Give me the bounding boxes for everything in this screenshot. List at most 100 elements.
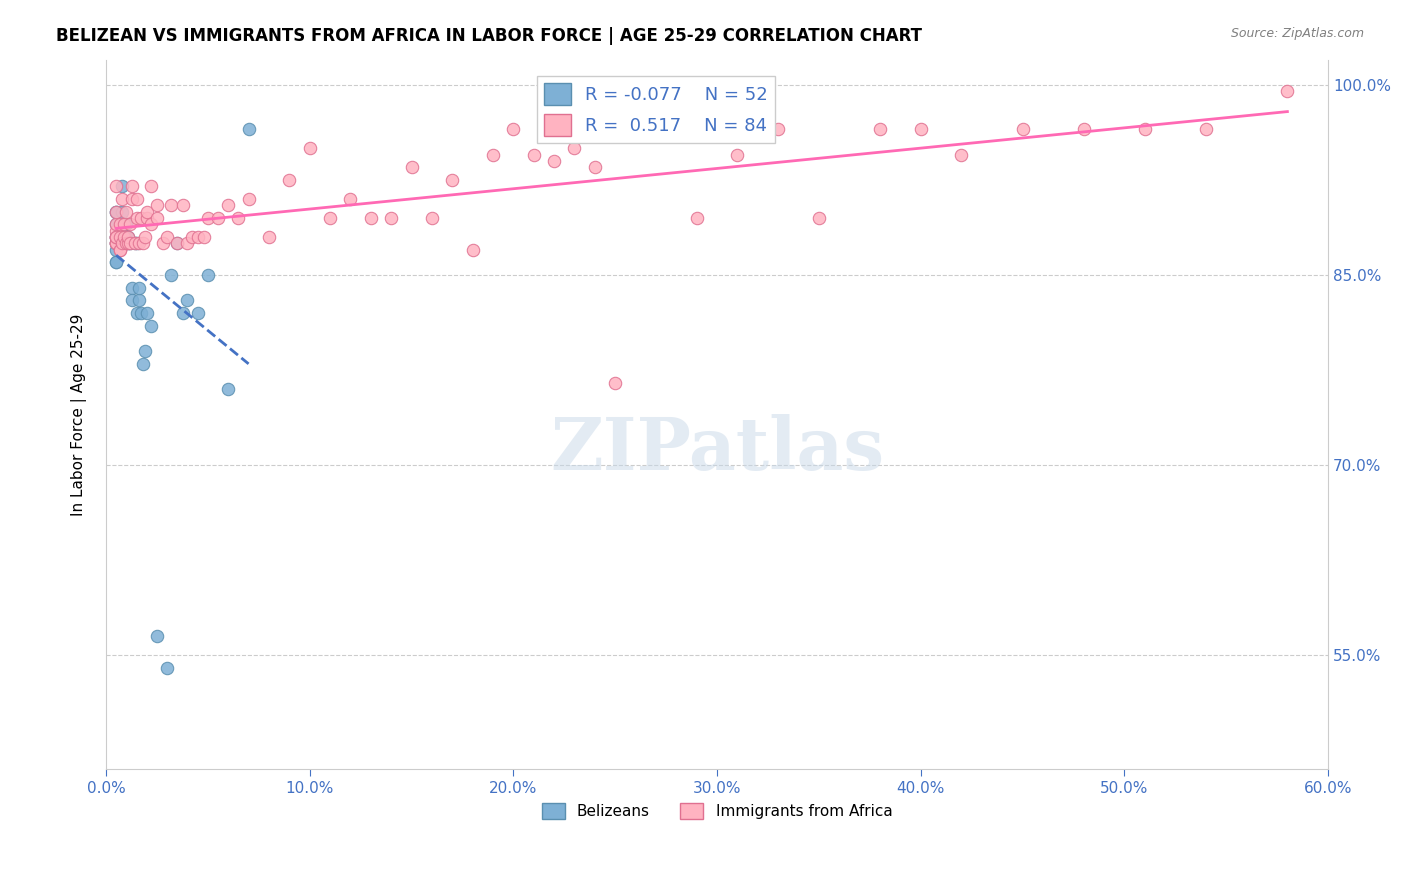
Point — [110, 230, 132, 244]
Point — [105, 236, 128, 251]
Point — [120, 218, 142, 232]
Y-axis label: In Labor Force | Age 25-29: In Labor Force | Age 25-29 — [72, 313, 87, 516]
Point — [105, 179, 128, 194]
Point — [125, 236, 148, 251]
Point — [110, 218, 132, 232]
Point — [139, 179, 162, 194]
Point — [112, 230, 135, 244]
Point — [461, 243, 484, 257]
Point — [105, 230, 128, 244]
Point — [111, 192, 134, 206]
Text: ZIPatlas: ZIPatlas — [550, 415, 884, 485]
Point — [105, 204, 128, 219]
Point — [115, 236, 138, 251]
Point — [110, 230, 132, 244]
Point — [1073, 122, 1095, 136]
Point — [110, 243, 132, 257]
Point — [197, 268, 219, 282]
Point — [117, 236, 139, 251]
Point — [1277, 84, 1299, 98]
Point — [120, 236, 142, 251]
Point — [139, 218, 162, 232]
Point — [725, 147, 748, 161]
Point — [110, 236, 132, 251]
Point — [482, 147, 505, 161]
Point — [110, 236, 132, 251]
Point — [105, 255, 128, 269]
Point — [564, 141, 586, 155]
Point — [502, 122, 524, 136]
Point — [217, 198, 239, 212]
Point — [112, 236, 135, 251]
Point — [115, 218, 138, 232]
Point — [298, 141, 321, 155]
Point — [160, 268, 183, 282]
Point — [112, 218, 135, 232]
Point — [187, 230, 209, 244]
Point — [1011, 122, 1033, 136]
Point — [120, 236, 142, 251]
Point — [128, 293, 150, 308]
Point — [105, 236, 128, 251]
Point — [105, 224, 128, 238]
Point — [111, 204, 134, 219]
Point — [110, 230, 132, 244]
Point — [543, 153, 565, 168]
Point — [121, 281, 143, 295]
Point — [146, 198, 169, 212]
Point — [128, 236, 150, 251]
Point — [238, 192, 260, 206]
Point — [146, 629, 169, 643]
Point — [115, 218, 138, 232]
Legend: Belizeans, Immigrants from Africa: Belizeans, Immigrants from Africa — [536, 797, 898, 825]
Point — [129, 211, 152, 225]
Point — [105, 236, 128, 251]
Point — [166, 236, 188, 251]
Point — [176, 236, 198, 251]
Point — [105, 243, 128, 257]
Point — [180, 230, 202, 244]
Point — [117, 230, 139, 244]
Point — [105, 204, 128, 219]
Point — [238, 122, 260, 136]
Point — [134, 344, 156, 359]
Point — [152, 236, 174, 251]
Point — [217, 382, 239, 396]
Point — [105, 218, 128, 232]
Point — [156, 230, 179, 244]
Point — [319, 211, 342, 225]
Point — [139, 318, 162, 333]
Point — [135, 211, 157, 225]
Point — [105, 236, 128, 251]
Point — [135, 306, 157, 320]
Point — [197, 211, 219, 225]
Point — [115, 204, 138, 219]
Point — [125, 192, 148, 206]
Point — [160, 198, 183, 212]
Point — [869, 122, 891, 136]
Point — [105, 218, 128, 232]
Point — [105, 236, 128, 251]
Point — [128, 281, 150, 295]
Point — [105, 230, 128, 244]
Point — [121, 293, 143, 308]
Point — [207, 211, 229, 225]
Point — [105, 204, 128, 219]
Point — [380, 211, 402, 225]
Point — [124, 236, 146, 251]
Point — [117, 236, 139, 251]
Point — [401, 161, 423, 175]
Text: BELIZEAN VS IMMIGRANTS FROM AFRICA IN LABOR FORCE | AGE 25-29 CORRELATION CHART: BELIZEAN VS IMMIGRANTS FROM AFRICA IN LA… — [56, 27, 922, 45]
Point — [257, 230, 280, 244]
Point — [121, 179, 143, 194]
Point — [112, 230, 135, 244]
Point — [124, 236, 146, 251]
Point — [115, 236, 138, 251]
Point — [1195, 122, 1218, 136]
Point — [117, 230, 139, 244]
Point — [135, 204, 157, 219]
Point — [360, 211, 382, 225]
Point — [111, 236, 134, 251]
Point — [166, 236, 188, 251]
Point — [112, 236, 135, 251]
